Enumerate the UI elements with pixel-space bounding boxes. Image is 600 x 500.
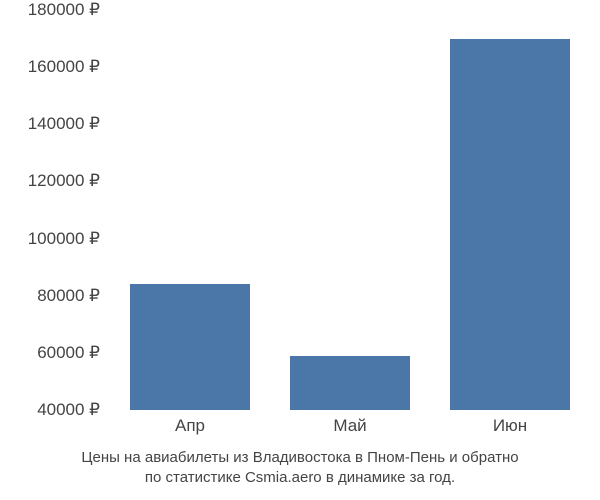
x-tick-label: Май	[333, 416, 366, 436]
x-tick-label: Апр	[175, 416, 205, 436]
y-tick-label: 180000 ₽	[0, 0, 100, 20]
y-tick-label: 40000 ₽	[0, 400, 100, 420]
caption-line-2: по статистике Csmia.aero в динамике за г…	[145, 469, 455, 486]
y-tick-label: 80000 ₽	[0, 286, 100, 306]
chart-caption: Цены на авиабилеты из Владивостока в Пно…	[0, 448, 600, 489]
chart-plot-area: 40000 ₽60000 ₽80000 ₽100000 ₽120000 ₽140…	[110, 10, 590, 410]
bar	[450, 39, 570, 410]
caption-line-1: Цены на авиабилеты из Владивостока в Пно…	[81, 449, 518, 466]
bar	[290, 356, 410, 410]
y-tick-label: 160000 ₽	[0, 57, 100, 77]
y-tick-label: 60000 ₽	[0, 343, 100, 363]
x-tick-label: Июн	[493, 416, 527, 436]
bar	[130, 284, 250, 410]
y-tick-label: 100000 ₽	[0, 229, 100, 249]
y-tick-label: 140000 ₽	[0, 114, 100, 134]
y-tick-label: 120000 ₽	[0, 171, 100, 191]
